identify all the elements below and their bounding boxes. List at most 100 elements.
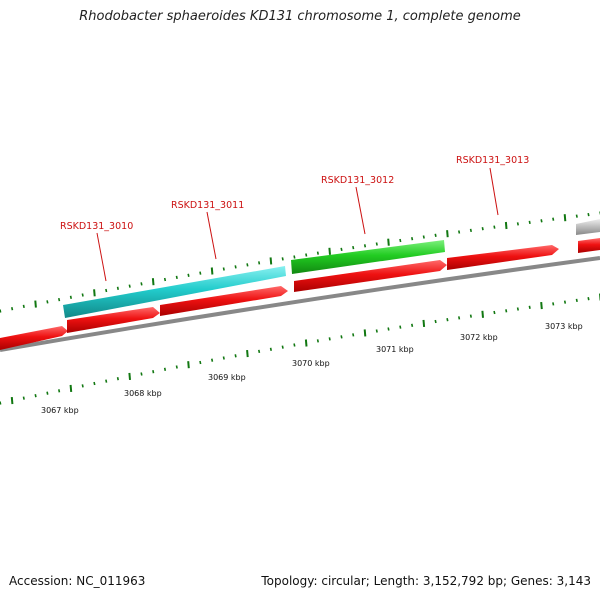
genome-summary-text: Topology: circular; Length: 3,152,792 bp…: [261, 574, 591, 588]
gene-label-rskd131-3010[interactable]: RSKD131_3010: [60, 221, 133, 232]
minor-tick-mark: [211, 358, 214, 362]
minor-tick-mark: [411, 323, 414, 327]
minor-tick-mark: [481, 227, 484, 231]
scale-label-3073: 3073 kbp: [545, 322, 583, 331]
leader-line: [96, 232, 107, 282]
minor-tick-mark: [552, 302, 555, 306]
major-tick-mark: [540, 302, 543, 310]
outer-tick-marks: [0, 211, 600, 313]
major-tick-mark: [363, 329, 367, 337]
minor-tick-mark: [116, 377, 119, 381]
minor-tick-mark: [22, 304, 25, 309]
minor-tick-mark: [187, 273, 190, 277]
reverse-gene: [0, 326, 68, 350]
major-tick-mark: [422, 319, 426, 327]
gene-rskd131-3012: [291, 240, 445, 274]
minor-tick-mark: [258, 261, 261, 265]
minor-tick-mark: [458, 230, 461, 234]
minor-tick-mark: [175, 365, 178, 369]
minor-tick-mark: [422, 235, 425, 239]
minor-tick-mark: [81, 384, 84, 388]
minor-tick-mark: [128, 284, 131, 288]
minor-tick-mark: [11, 307, 14, 311]
minor-tick-mark: [528, 220, 531, 225]
minor-tick-mark: [563, 300, 567, 304]
leader-line: [489, 167, 499, 216]
gene-label-rskd131-3013[interactable]: RSKD131_3013: [456, 155, 529, 166]
minor-tick-mark: [46, 391, 49, 395]
minor-tick-mark: [352, 245, 355, 250]
minor-tick-mark: [269, 347, 272, 351]
minor-tick-mark: [258, 349, 261, 354]
minor-tick-mark: [222, 356, 225, 360]
minor-tick-mark: [199, 271, 202, 275]
reverse-gene: [160, 286, 288, 316]
minor-tick-mark: [375, 329, 378, 333]
minor-tick-mark: [281, 257, 284, 261]
major-tick-mark: [69, 384, 73, 392]
minor-tick-mark: [399, 238, 402, 243]
minor-tick-mark: [316, 251, 319, 255]
minor-tick-mark: [293, 343, 296, 347]
scale-label-3068: 3068 kbp: [124, 389, 162, 398]
major-tick-mark: [34, 300, 37, 308]
minor-tick-mark: [540, 219, 543, 223]
major-tick-mark: [210, 267, 214, 275]
major-tick-mark: [304, 339, 308, 347]
minor-tick-mark: [587, 212, 590, 217]
major-tick-mark: [446, 230, 449, 238]
major-tick-mark: [563, 214, 567, 222]
minor-tick-mark: [0, 401, 2, 405]
minor-tick-mark: [493, 310, 496, 315]
gene-labels: RSKD131_3010 RSKD131_3011 RSKD131_3012 R…: [60, 155, 529, 232]
scale-label-3071: 3071 kbp: [376, 345, 414, 354]
scale-label-3069: 3069 kbp: [208, 373, 246, 382]
scale-labels: 3067 kbp 3068 kbp 3069 kbp 3070 kbp 3071…: [41, 322, 583, 415]
major-tick-mark: [128, 372, 131, 380]
accession-text: Accession: NC_011963: [9, 574, 146, 588]
leader-line: [355, 186, 366, 235]
major-tick-mark: [387, 238, 390, 246]
scale-label-3072: 3072 kbp: [460, 333, 498, 342]
major-tick-mark: [151, 278, 155, 286]
major-tick-mark: [246, 350, 249, 358]
major-tick-mark: [187, 361, 190, 369]
minor-tick-mark: [411, 237, 414, 241]
minor-tick-mark: [22, 396, 25, 400]
minor-tick-mark: [222, 267, 225, 271]
gene-label-rskd131-3012[interactable]: RSKD131_3012: [321, 175, 394, 186]
minor-tick-mark: [246, 263, 249, 267]
minor-tick-mark: [528, 305, 531, 309]
minor-tick-mark: [93, 381, 96, 386]
major-tick-mark: [10, 397, 14, 405]
major-tick-mark: [481, 310, 484, 318]
gene-label-leaders: [96, 167, 499, 282]
gene-rskd131-3010-3011: [63, 266, 286, 318]
minor-tick-mark: [469, 314, 472, 318]
minor-tick-mark: [505, 309, 508, 313]
reverse-gene: [294, 260, 447, 292]
minor-tick-mark: [363, 244, 367, 248]
minor-tick-mark: [175, 275, 178, 280]
minor-tick-mark: [81, 293, 84, 297]
minor-tick-mark: [281, 345, 284, 349]
minor-tick-mark: [105, 379, 108, 383]
minor-tick-mark: [305, 253, 308, 257]
minor-tick-mark: [140, 372, 143, 376]
reverse-gene: [67, 307, 160, 333]
minor-tick-mark: [105, 288, 108, 293]
minor-tick-mark: [234, 265, 237, 269]
minor-tick-mark: [234, 354, 237, 358]
minor-tick-mark: [552, 217, 555, 221]
gene-label-rskd131-3011[interactable]: RSKD131_3011: [171, 200, 244, 211]
map-title: Rhodobacter sphaeroides KD131 chromosome…: [79, 9, 521, 24]
minor-tick-mark: [575, 214, 578, 218]
minor-tick-mark: [399, 325, 402, 329]
minor-tick-mark: [587, 297, 590, 301]
inner-tick-marks: [0, 293, 600, 405]
minor-tick-mark: [516, 222, 519, 226]
minor-tick-mark: [58, 389, 61, 393]
minor-tick-mark: [340, 335, 343, 339]
minor-tick-mark: [340, 247, 343, 252]
